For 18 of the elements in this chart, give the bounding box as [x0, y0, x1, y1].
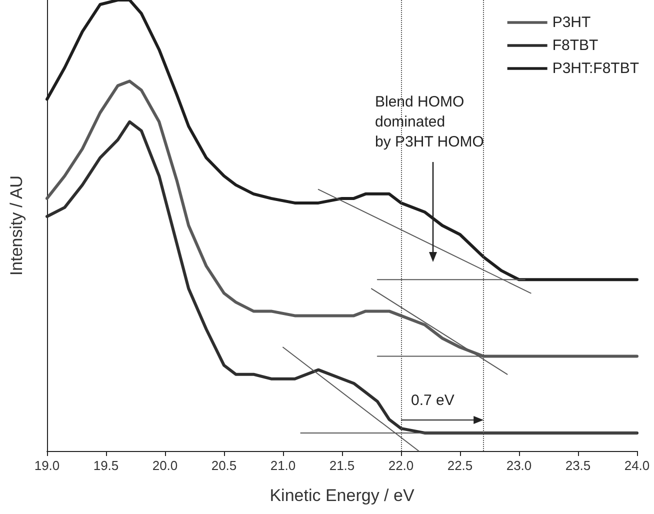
- x-tick-label: 19.5: [93, 458, 119, 473]
- x-tick-label: 19.0: [34, 458, 60, 473]
- x-axis-title: Kinetic Energy / eV: [270, 486, 415, 505]
- x-tick-label: 23.5: [565, 458, 591, 473]
- legend-label: P3HT: [552, 14, 591, 31]
- x-tick-label: 20.5: [211, 458, 237, 473]
- x-tick-label: 21.5: [329, 458, 355, 473]
- annotation: 0.7 eV: [411, 392, 454, 409]
- x-tick-label: 21.0: [270, 458, 296, 473]
- x-tick-label: 20.0: [152, 458, 178, 473]
- x-tick-label: 22.0: [388, 458, 414, 473]
- x-tick-label: 22.5: [447, 458, 473, 473]
- legend-label: F8TBT: [552, 37, 598, 54]
- x-tick-label: 24.0: [624, 458, 650, 473]
- annotation: Blend HOMO dominated by P3HT HOMO: [375, 94, 484, 150]
- x-tick-label: 23.0: [506, 458, 532, 473]
- y-axis-title: Intensity / AU: [7, 175, 26, 276]
- legend-label: P3HT:F8TBT: [552, 60, 640, 77]
